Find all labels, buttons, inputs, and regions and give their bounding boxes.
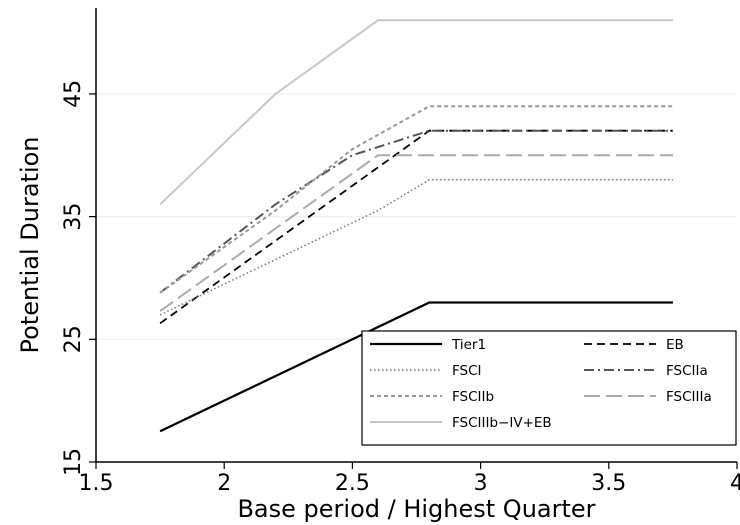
legend-label: FSCIIIa — [666, 389, 712, 405]
legend-label: Tier1 — [451, 337, 486, 353]
legend-label: FSCI — [452, 363, 482, 379]
y-tick-label: 35 — [61, 203, 86, 231]
series-line-6 — [159, 19, 673, 206]
legend-label: FSCIIIb−IV+EB — [452, 415, 552, 431]
series-lines — [159, 19, 673, 433]
legend: Tier1 EB FSCI FSCIIa FSCIIb FSCIIIa FSCIIIb−IV… — [361, 330, 737, 446]
series-line-2 — [159, 179, 673, 316]
series-line-0 — [159, 301, 673, 433]
axes — [95, 8, 737, 463]
legend-box — [361, 330, 737, 446]
legend-label: EB — [666, 337, 684, 353]
x-tick-label: 4 — [730, 471, 740, 496]
y-tick-label: 45 — [61, 80, 86, 108]
series-line-5 — [159, 154, 673, 312]
legend-label: FSCIIa — [666, 363, 708, 379]
y-tick-label: 15 — [61, 448, 86, 476]
legend-label: FSCIIb — [452, 389, 494, 405]
y-tick-label: 25 — [61, 325, 86, 353]
x-axis-title: Base period / Highest Quarter — [237, 495, 595, 523]
ticks: 1.5 2 2.5 3 3.5 4 15 25 35 45 — [61, 80, 740, 496]
series-line-4 — [159, 105, 673, 294]
x-tick-label: 1.5 — [79, 471, 114, 496]
y-axis-title: Potential Duration — [16, 136, 44, 353]
x-tick-label: 3 — [474, 471, 488, 496]
x-tick-label: 2.5 — [335, 471, 370, 496]
x-tick-label: 3.5 — [591, 471, 626, 496]
x-tick-label: 2 — [217, 471, 231, 496]
series-line-1 — [159, 129, 673, 325]
